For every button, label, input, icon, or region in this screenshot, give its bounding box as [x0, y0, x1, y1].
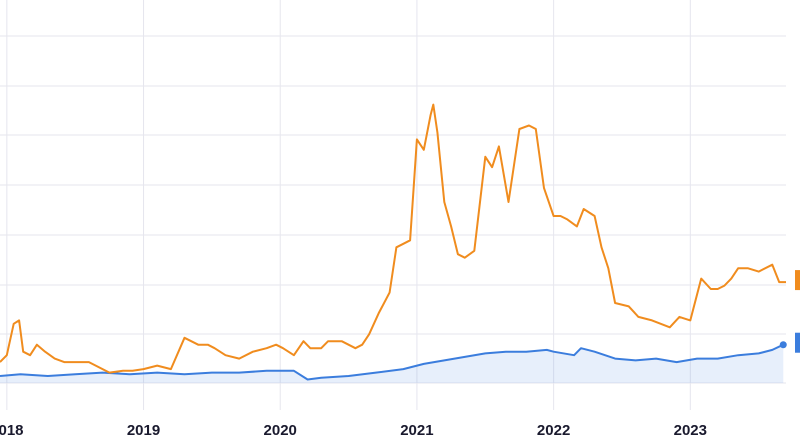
series-1-end-dot [779, 341, 787, 349]
grid-lines [0, 0, 786, 410]
x-tick-label-2021: 2021 [400, 422, 433, 439]
series-0-value-tab[interactable] [795, 270, 800, 291]
series-1-line [0, 343, 784, 381]
series-1-value-tab[interactable] [795, 332, 800, 353]
x-tick-label-2023: 2023 [674, 422, 707, 439]
series-end-markers [779, 270, 800, 353]
x-tick-label-2019: 2019 [127, 422, 160, 439]
x-tick-label-2018: 2018 [0, 422, 24, 439]
x-tick-label-2020: 2020 [264, 422, 297, 439]
series-0-line [0, 103, 786, 374]
x-tick-label-2022: 2022 [537, 422, 570, 439]
x-axis: 2018 2019 2020 2021 2022 2023 [0, 422, 707, 439]
series-1-area [0, 344, 784, 383]
series-layer [0, 103, 786, 383]
